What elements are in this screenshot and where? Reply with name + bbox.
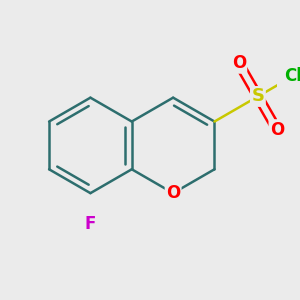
Text: O: O: [232, 54, 246, 72]
Text: O: O: [166, 184, 180, 202]
Text: F: F: [85, 215, 96, 233]
Text: S: S: [251, 88, 264, 106]
Text: Cl: Cl: [284, 67, 300, 85]
Text: O: O: [270, 121, 284, 139]
